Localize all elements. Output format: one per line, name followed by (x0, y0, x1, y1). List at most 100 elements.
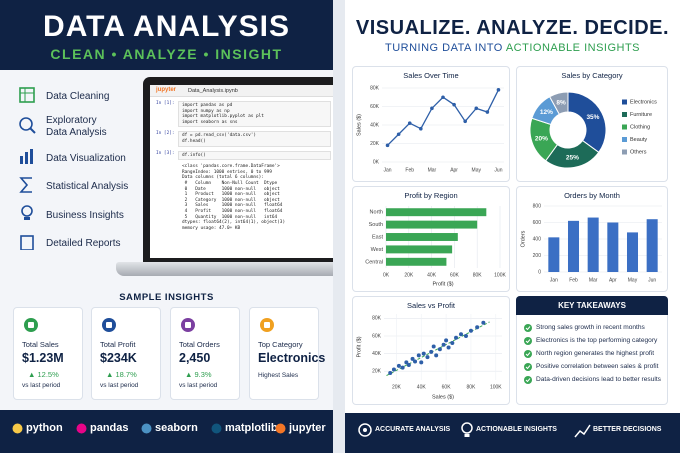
scatter-point (388, 370, 393, 375)
scatter-point (481, 320, 486, 325)
icon-target (358, 423, 372, 437)
output-line: 3 Sales 1000 non-null float64 (182, 203, 283, 209)
y-tick-label: West (371, 247, 384, 253)
insight-label: Total Sales (22, 340, 59, 349)
tool-icon-shape (211, 423, 222, 433)
y-tick-label: 80K (370, 85, 380, 91)
icon-glyph (185, 322, 191, 328)
legend-label: Furniture (630, 112, 652, 118)
legend-swatch (622, 149, 627, 155)
y-tick-label: 800 (533, 203, 542, 209)
notebook-toolbar (150, 85, 333, 97)
insight-icon (181, 318, 195, 332)
insight-note: vs last period (22, 382, 61, 389)
output-line: 5 Quantity 1000 non-null int64 (182, 214, 278, 220)
icon-line (29, 127, 36, 134)
code-line: df.info() (182, 152, 206, 158)
legend-swatch (622, 137, 627, 142)
icon-target (363, 428, 367, 432)
code-line: import pandas as pd (182, 103, 233, 108)
tool-name: jupyter (289, 422, 326, 434)
check-circle (524, 376, 532, 384)
scatter-point (468, 328, 473, 333)
footer-icons (358, 422, 591, 438)
subtitle-highlight: ACTIONABLE INSIGHTS (505, 42, 641, 54)
chart-title: Orders by Month (564, 191, 620, 200)
y-tick-label: East (372, 234, 383, 240)
legend-label: Beauty (630, 137, 647, 143)
check-icon (524, 350, 532, 358)
scatter-point (434, 353, 439, 358)
notebook-screen: jupyter Data_Analysis.ipynb In [1]: impor… (150, 85, 333, 258)
tool-icon (275, 423, 286, 433)
insight-label: Total Orders (179, 340, 220, 349)
legend-label: Clothing (630, 124, 650, 130)
insight-card: Total Sales $1.23M ▲ 12.5% vs last period (13, 307, 83, 400)
x-tick-label: 80K (466, 384, 476, 390)
y-tick-label: 400 (533, 236, 542, 242)
left-subtitle: CLEAN • ANALYZE • INSIGHT (50, 46, 283, 62)
chart-title: Sales vs Profit (407, 301, 456, 310)
scatter-point (459, 332, 464, 337)
laptop-base (116, 262, 333, 276)
y-tick-label: 60K (370, 104, 380, 110)
x-tick-label: 20K (404, 272, 414, 278)
x-tick-label: Jan (384, 167, 392, 173)
line-marker (407, 121, 412, 125)
scatter-point (444, 338, 449, 343)
right-subtitle: TURNING DATA INTO ACTIONABLE INSIGHTS (345, 42, 680, 54)
bar (386, 245, 453, 254)
legend-swatch (622, 99, 627, 105)
icon-glyph (28, 322, 34, 328)
insight-note: vs last period (179, 382, 218, 389)
right-footer (345, 413, 680, 453)
output-line: # Column Non-Null Count Dtype (182, 180, 278, 186)
slice-label: 20% (535, 135, 548, 142)
insight-note: vs last period (100, 382, 139, 389)
x-tick-label: 100K (494, 272, 506, 278)
insight-note: Highest Sales (258, 372, 299, 379)
code-cell: In [3]: df.info() (156, 150, 331, 161)
chart-title: Sales Over Time (403, 71, 458, 80)
legend-swatch (622, 124, 627, 130)
check-mark (525, 378, 531, 383)
takeaway: Electronics is the top performing catego… (536, 337, 658, 344)
chart: Sales Over Time 0K 20K 40K 60K 80K Sales ($) Ja… (356, 71, 504, 173)
tool-icon-shape (76, 423, 87, 433)
tool-logo: seaborn (141, 422, 198, 434)
takeaways-title: KEY TAKEAWAYS (558, 301, 626, 310)
y-tick-label: 0K (373, 159, 380, 165)
y-axis-label: Sales ($) (356, 114, 362, 136)
code-line: import seaborn as sns (182, 119, 238, 125)
menu-icons (19, 87, 36, 250)
bar (626, 232, 639, 272)
takeaways-header (516, 296, 668, 315)
legend-label: Others (630, 149, 647, 155)
output-line: <class 'pandas.core.frame.DataFrame'> (182, 164, 280, 170)
code-line: df.head() (182, 138, 206, 144)
output-line: dtypes: float64(2), int64(1), object(3) (182, 220, 286, 226)
line-marker (496, 88, 501, 92)
takeaway: Data-driven decisions lead to better res… (536, 376, 661, 383)
code-cell: In [2]: df = pd.read_csv('data.csv') df.he… (156, 131, 331, 147)
icon-magnifier (19, 117, 33, 131)
y-tick-label: 80K (372, 316, 382, 322)
x-tick-label: Jan (550, 277, 558, 283)
y-axis-label: Orders (520, 230, 526, 247)
insight-change: ▲ 12.5% (28, 370, 59, 379)
tool-name: pandas (90, 422, 129, 434)
icon-chart (574, 424, 591, 438)
x-tick-label: 60K (442, 384, 452, 390)
insights-title: SAMPLE INSIGHTS (119, 292, 214, 303)
scatter-point (419, 360, 424, 365)
scatter-point (406, 363, 411, 368)
bar (386, 220, 478, 229)
menu-item: Detailed Reports (46, 238, 121, 249)
insight-value: Electronics (258, 351, 326, 365)
tool-icon (211, 423, 222, 433)
icon-bulb-base (24, 217, 30, 220)
check-icon (524, 363, 532, 371)
check-mark (525, 339, 531, 344)
icon-bulb (464, 434, 470, 437)
line-marker (452, 102, 456, 107)
